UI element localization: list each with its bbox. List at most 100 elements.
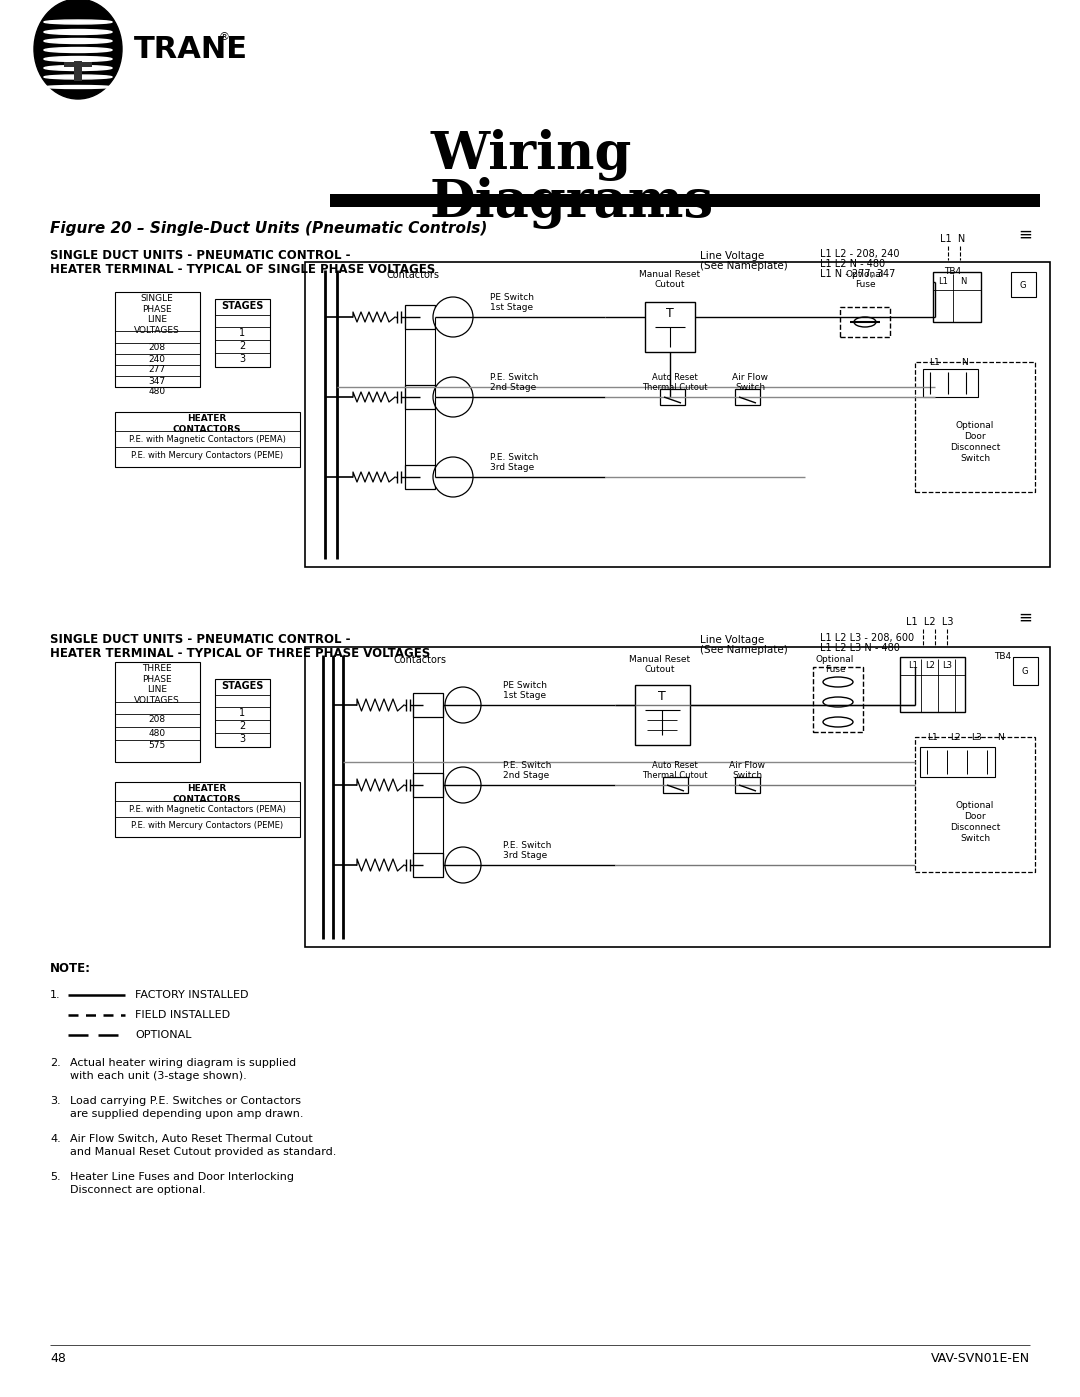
Bar — [305, 647, 1050, 947]
Text: T: T — [666, 307, 674, 320]
Text: 208: 208 — [148, 344, 165, 352]
Bar — [1011, 272, 1036, 298]
Bar — [405, 305, 435, 330]
Text: (See Nameplate): (See Nameplate) — [700, 645, 787, 655]
Text: P.E. with Mercury Contactors (PEME): P.E. with Mercury Contactors (PEME) — [131, 820, 283, 830]
Ellipse shape — [33, 0, 122, 99]
Text: 2: 2 — [239, 341, 245, 351]
Text: HEATER
CONTACTORS: HEATER CONTACTORS — [173, 784, 241, 805]
Text: ®: ® — [218, 32, 229, 42]
Bar — [215, 299, 270, 367]
Bar — [64, 61, 92, 67]
Text: T: T — [658, 690, 666, 703]
Text: Heater Line Fuses and Door Interlocking
Disconnect are optional.: Heater Line Fuses and Door Interlocking … — [70, 1172, 294, 1194]
Text: TB4: TB4 — [944, 267, 961, 277]
Bar — [840, 307, 890, 337]
Text: L1  L2  L3: L1 L2 L3 — [906, 617, 954, 627]
Text: Line Voltage: Line Voltage — [700, 636, 765, 645]
Text: 480: 480 — [148, 387, 165, 397]
Circle shape — [433, 377, 473, 416]
Text: Line Voltage: Line Voltage — [700, 251, 765, 261]
Text: PE Switch
1st Stage: PE Switch 1st Stage — [503, 680, 546, 700]
Bar — [660, 388, 685, 405]
Text: THREE
PHASE
LINE
VOLTAGES: THREE PHASE LINE VOLTAGES — [134, 664, 180, 705]
Text: N: N — [997, 733, 1003, 742]
Text: SINGLE
PHASE
LINE
VOLTAGES: SINGLE PHASE LINE VOLTAGES — [134, 293, 180, 335]
Bar — [405, 386, 435, 409]
Text: L2: L2 — [926, 661, 935, 669]
Text: L1: L1 — [939, 278, 948, 286]
Text: FACTORY INSTALLED: FACTORY INSTALLED — [135, 990, 248, 1000]
Ellipse shape — [44, 29, 112, 35]
Ellipse shape — [854, 317, 876, 327]
Text: Optional
Fuse: Optional Fuse — [846, 270, 885, 289]
Bar — [114, 292, 200, 387]
Bar — [915, 738, 1035, 872]
Text: G: G — [1020, 281, 1026, 289]
Text: L1 L2 N - 480: L1 L2 N - 480 — [820, 258, 886, 270]
Text: L2: L2 — [949, 733, 960, 742]
Ellipse shape — [44, 75, 112, 80]
Text: OPTIONAL: OPTIONAL — [135, 1030, 191, 1039]
Bar — [215, 679, 270, 747]
Text: Manual Reset
Cutout: Manual Reset Cutout — [639, 270, 701, 289]
Text: HEATER
CONTACTORS: HEATER CONTACTORS — [173, 414, 241, 434]
Ellipse shape — [44, 66, 112, 70]
Text: Optional
Door
Disconnect
Switch: Optional Door Disconnect Switch — [949, 420, 1000, 464]
Text: P.E. Switch
2nd Stage: P.E. Switch 2nd Stage — [503, 760, 552, 780]
Bar — [915, 362, 1035, 492]
Ellipse shape — [823, 678, 853, 687]
Text: ≡: ≡ — [1018, 609, 1031, 627]
Text: STAGES: STAGES — [220, 300, 264, 312]
Circle shape — [445, 767, 481, 803]
Ellipse shape — [44, 85, 112, 88]
Text: L1  N: L1 N — [941, 235, 966, 244]
Text: Contactors: Contactors — [387, 270, 440, 279]
Text: 240: 240 — [149, 355, 165, 363]
Text: L1 L2 L3 - 208, 600: L1 L2 L3 - 208, 600 — [820, 633, 914, 643]
Bar — [413, 773, 443, 798]
Text: SINGLE DUCT UNITS - PNEUMATIC CONTROL -: SINGLE DUCT UNITS - PNEUMATIC CONTROL - — [50, 249, 351, 263]
Circle shape — [445, 847, 481, 883]
Bar — [114, 412, 300, 467]
Bar — [330, 194, 1040, 207]
Text: L1 L2 - 208, 240: L1 L2 - 208, 240 — [820, 249, 900, 258]
Text: N: N — [961, 358, 969, 367]
Text: 3: 3 — [239, 353, 245, 365]
Text: N: N — [960, 278, 967, 286]
Text: PE Switch
1st Stage: PE Switch 1st Stage — [490, 292, 534, 312]
Text: Air Flow Switch, Auto Reset Thermal Cutout
and Manual Reset Cutout provided as s: Air Flow Switch, Auto Reset Thermal Cuto… — [70, 1134, 336, 1157]
Text: HEATER TERMINAL - TYPICAL OF SINGLE PHASE VOLTAGES: HEATER TERMINAL - TYPICAL OF SINGLE PHAS… — [50, 263, 435, 277]
Text: Actual heater wiring diagram is supplied
with each unit (3-stage shown).: Actual heater wiring diagram is supplied… — [70, 1058, 296, 1081]
Bar — [114, 662, 200, 761]
Text: Manual Reset
Cutout: Manual Reset Cutout — [630, 655, 690, 675]
Ellipse shape — [44, 56, 112, 61]
Bar — [635, 685, 690, 745]
Text: Optional
Door
Disconnect
Switch: Optional Door Disconnect Switch — [949, 800, 1000, 844]
Ellipse shape — [44, 20, 112, 24]
Text: 1: 1 — [239, 328, 245, 338]
Text: VAV-SVN01E-EN: VAV-SVN01E-EN — [931, 1352, 1030, 1365]
Text: L1: L1 — [930, 358, 941, 367]
Bar — [735, 777, 760, 793]
Text: P.E. Switch
3rd Stage: P.E. Switch 3rd Stage — [490, 453, 538, 472]
Text: 2.: 2. — [50, 1058, 60, 1067]
Text: Contactors: Contactors — [393, 655, 446, 665]
Text: Diagrams: Diagrams — [430, 177, 714, 229]
Bar — [923, 369, 978, 397]
Text: TRANE: TRANE — [134, 35, 248, 63]
Text: 1: 1 — [239, 708, 245, 718]
Ellipse shape — [823, 717, 853, 726]
Text: 480: 480 — [148, 728, 165, 738]
Text: L3: L3 — [972, 733, 983, 742]
Text: ≡: ≡ — [1018, 226, 1031, 244]
Text: L1 N - 277, 347: L1 N - 277, 347 — [820, 270, 895, 279]
Text: 3.: 3. — [50, 1097, 60, 1106]
Text: STAGES: STAGES — [220, 680, 264, 692]
Bar — [920, 747, 995, 777]
Text: 4.: 4. — [50, 1134, 60, 1144]
Bar — [114, 782, 300, 837]
Text: P.E. Switch
2nd Stage: P.E. Switch 2nd Stage — [490, 373, 538, 393]
Text: 2: 2 — [239, 721, 245, 731]
Text: Auto Reset
Thermal Cutout: Auto Reset Thermal Cutout — [643, 373, 707, 393]
